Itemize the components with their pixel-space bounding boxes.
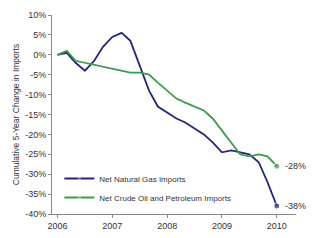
svg-text:-5%: -5%	[30, 70, 46, 80]
svg-text:-20%: -20%	[25, 130, 46, 140]
svg-text:-40%: -40%	[25, 209, 46, 219]
svg-text:Net Natural Gas Imports: Net Natural Gas Imports	[99, 175, 185, 184]
svg-text:-25%: -25%	[25, 149, 46, 159]
svg-text:2009: 2009	[212, 221, 232, 231]
svg-text:2007: 2007	[102, 221, 122, 231]
svg-text:-30%: -30%	[25, 169, 46, 179]
svg-text:Cumulative 5-Year Change in Im: Cumulative 5-Year Change in Imports	[11, 44, 21, 185]
svg-text:Net Crude Oil and Petroleum Im: Net Crude Oil and Petroleum Imports	[99, 194, 231, 203]
svg-text:2006: 2006	[47, 221, 67, 231]
svg-text:-28%: -28%	[285, 161, 306, 171]
svg-text:-10%: -10%	[25, 90, 46, 100]
svg-text:2008: 2008	[157, 221, 177, 231]
svg-text:2010: 2010	[267, 221, 287, 231]
svg-text:-35%: -35%	[25, 189, 46, 199]
svg-text:-38%: -38%	[285, 201, 306, 211]
svg-text:-15%: -15%	[25, 110, 46, 120]
svg-text:5%: 5%	[33, 30, 46, 40]
svg-text:10%: 10%	[28, 10, 46, 20]
svg-text:0%: 0%	[33, 50, 46, 60]
